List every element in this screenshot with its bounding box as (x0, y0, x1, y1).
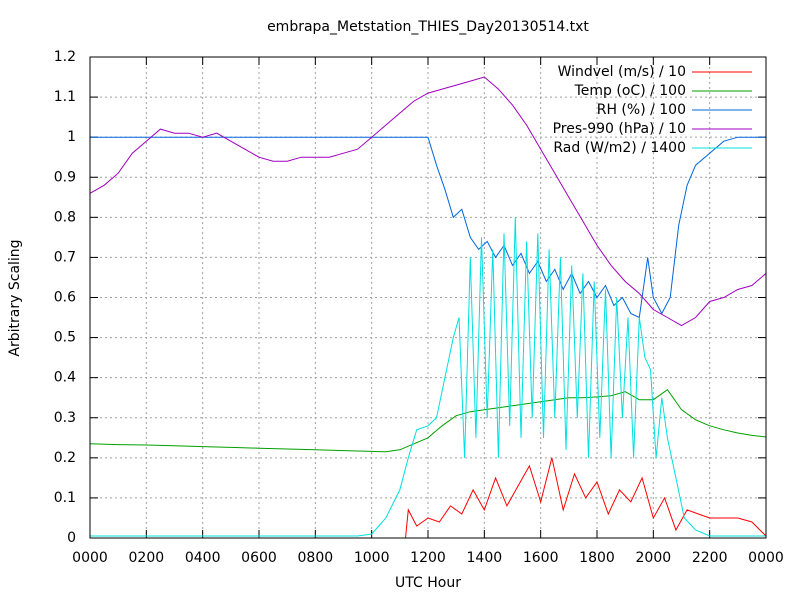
x-tick-label: 1200 (410, 550, 446, 566)
legend-label: RH (%) / 100 (597, 102, 686, 118)
series-line (89, 389, 767, 453)
y-tick-label: 0.5 (54, 330, 76, 346)
x-tick-label: 0200 (129, 550, 165, 566)
series-line (90, 457, 767, 539)
series-line (89, 76, 767, 327)
legend-label: Pres-990 (hPa) / 10 (553, 121, 686, 137)
y-tick-label: 0.2 (54, 450, 76, 466)
x-tick-label: 1800 (579, 550, 615, 566)
legend-label: Rad (W/m2) / 1400 (553, 140, 686, 156)
legend-label: Temp (oC) / 100 (574, 83, 686, 99)
x-tick-label: 0600 (241, 550, 277, 566)
x-tick-label: 1600 (523, 550, 559, 566)
x-tick-label: 0800 (298, 550, 334, 566)
x-tick-label: 1400 (467, 550, 503, 566)
x-tick-label: 2200 (692, 550, 728, 566)
y-tick-label: 0.1 (54, 490, 76, 506)
y-tick-label: 0.4 (54, 370, 76, 386)
plot-border (89, 56, 767, 539)
y-tick-label: 1.1 (54, 89, 76, 105)
x-tick-label: 0000 (748, 550, 784, 566)
x-tick-label: 0400 (185, 550, 221, 566)
x-tick-label: 0000 (72, 550, 108, 566)
y-tick-label: 1.2 (54, 49, 76, 65)
y-tick-label: 0.3 (54, 410, 76, 426)
y-tick-label: 0.7 (54, 249, 76, 265)
y-tick-label: 0.6 (54, 290, 76, 306)
y-tick-label: 0 (67, 530, 76, 546)
y-tick-label: 0.9 (54, 169, 76, 185)
series-line (90, 136, 766, 319)
x-tick-label: 2000 (636, 550, 672, 566)
x-tick-label: 1000 (354, 550, 390, 566)
x-axis-label: UTC Hour (395, 575, 461, 591)
y-tick-label: 0.8 (54, 209, 76, 225)
y-tick-label: 1 (67, 129, 76, 145)
series-line (90, 217, 766, 537)
legend-label: Windvel (m/s) / 10 (558, 64, 686, 80)
chart-title: embrapa_Metstation_THIES_Day20130514.txt (267, 19, 589, 35)
y-axis-label: Arbitrary Scaling (7, 239, 23, 356)
